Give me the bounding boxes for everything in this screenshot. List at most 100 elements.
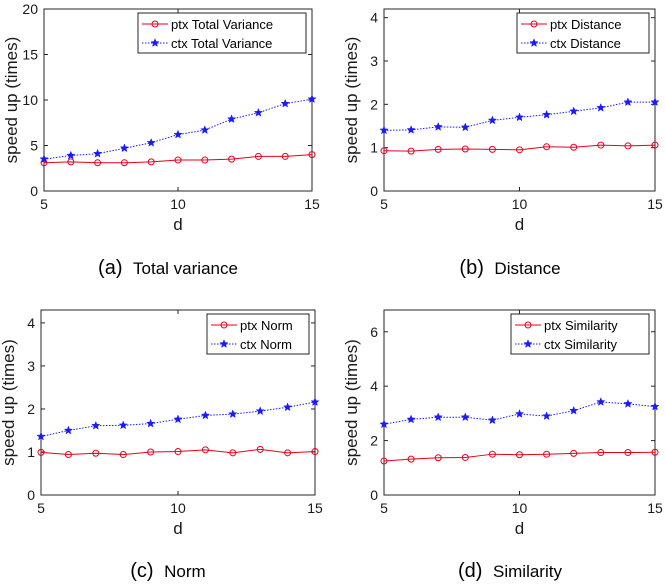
data-point — [651, 141, 659, 149]
data-point — [91, 420, 101, 430]
legend-label: ctx Norm — [240, 337, 292, 352]
data-point — [254, 152, 262, 160]
legend-box — [510, 313, 650, 355]
data-point — [147, 158, 155, 166]
x-axis-label: d — [173, 519, 182, 538]
data-point — [174, 448, 182, 456]
series-2 — [39, 94, 317, 164]
data-point — [543, 450, 551, 458]
data-point — [380, 457, 388, 465]
series-line — [383, 401, 656, 425]
data-point — [119, 451, 127, 459]
chart-panel-3: 5 10 15 0 1 2 3 4 d speed up (times) ptx Norm ctx N… — [0, 309, 323, 582]
data-point — [623, 97, 633, 107]
legend-label: ptx Distance — [550, 17, 622, 32]
caption-name: Norm — [164, 562, 206, 581]
data-point — [651, 448, 659, 456]
data-point — [145, 418, 156, 428]
legend-label: ctx Total Variance — [171, 36, 272, 51]
x-tick-label: 5 — [37, 500, 45, 516]
chart-panel-4: 5 10 15 0 2 4 6 d speed up (times) ptx Similarity… — [342, 309, 663, 582]
data-point — [201, 446, 209, 454]
data-point — [407, 147, 415, 155]
data-point — [569, 405, 579, 415]
y-tick-label: 0 — [370, 183, 378, 199]
x-tick-label: 10 — [512, 196, 528, 212]
data-point — [228, 155, 236, 163]
series-1 — [37, 445, 319, 459]
x-tick-label: 15 — [307, 500, 323, 516]
data-point — [282, 402, 293, 412]
y-axis-label: speed up (times) — [2, 37, 21, 164]
data-point — [516, 451, 523, 459]
series-line — [43, 154, 313, 164]
caption-name: Total variance — [133, 259, 238, 278]
data-point — [66, 150, 76, 160]
data-point — [307, 94, 317, 104]
series-1 — [380, 448, 659, 465]
legend: ptx Norm ctx Norm — [206, 313, 310, 355]
series-line — [383, 144, 656, 152]
data-point — [229, 449, 237, 457]
x-tick-label: 5 — [40, 196, 48, 212]
data-point — [310, 397, 320, 407]
data-point — [487, 415, 498, 425]
data-point — [514, 112, 525, 122]
data-point — [200, 410, 211, 420]
y-tick-label: 2 — [370, 96, 378, 112]
y-tick-label: 4 — [27, 315, 35, 331]
data-point — [118, 420, 128, 430]
data-point — [570, 143, 578, 151]
data-point — [94, 159, 102, 167]
y-tick-label: 3 — [27, 358, 35, 374]
data-point — [650, 97, 660, 107]
legend-marker — [219, 339, 229, 348]
data-point — [120, 159, 128, 167]
data-point — [543, 143, 551, 151]
x-axis-label: d — [515, 519, 524, 538]
series-1 — [380, 141, 659, 155]
x-tick-label: 10 — [170, 196, 186, 212]
caption-letter: (c) — [130, 560, 159, 582]
y-tick-label: 4 — [370, 378, 378, 394]
caption-letter: (a) — [98, 257, 128, 279]
series-2 — [379, 97, 660, 135]
y-tick-label: 0 — [370, 487, 378, 503]
y-tick-label: 3 — [370, 53, 378, 69]
x-axis-label: d — [515, 215, 524, 234]
x-tick-label: 10 — [512, 500, 528, 516]
legend-label: ctx Similarity — [544, 337, 617, 352]
caption-name: Similarity — [493, 562, 562, 581]
data-point — [434, 145, 442, 153]
legend-box — [516, 12, 650, 54]
data-point — [597, 141, 605, 149]
data-point — [596, 102, 606, 112]
data-point — [311, 448, 319, 456]
data-point — [64, 451, 72, 459]
y-tick-label: 20 — [22, 1, 38, 17]
data-point — [379, 419, 389, 429]
data-point — [281, 152, 289, 160]
legend-marker — [524, 321, 532, 329]
data-point — [146, 137, 156, 147]
data-point — [570, 449, 578, 457]
y-axis-label: speed up (times) — [0, 339, 18, 466]
data-point — [36, 431, 46, 441]
legend-box — [137, 12, 307, 54]
data-point — [541, 411, 552, 421]
legend-marker — [530, 20, 538, 28]
series-line — [383, 101, 655, 131]
data-point — [433, 412, 443, 422]
legend: ptx Distance ctx Distance — [516, 12, 650, 54]
data-point — [228, 409, 238, 419]
caption-letter: (b) — [459, 257, 489, 279]
x-tick-label: 15 — [304, 196, 320, 212]
series-1 — [40, 151, 316, 167]
data-point — [92, 148, 103, 158]
panel-caption: (b) Distance — [459, 257, 560, 279]
chart-panel-2: 5 10 15 0 1 2 3 4 d speed up (times) ptx Distance c… — [342, 8, 663, 279]
data-point — [280, 98, 290, 108]
data-point — [226, 114, 237, 124]
y-axis-label: speed up (times) — [342, 37, 361, 164]
